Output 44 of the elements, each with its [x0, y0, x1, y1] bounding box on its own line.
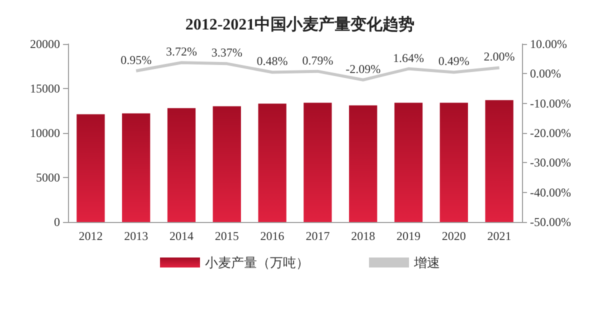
x-tick-label: 2021: [487, 229, 512, 243]
data-label: -2.09%: [346, 62, 381, 76]
data-label: 3.72%: [166, 44, 197, 59]
x-tick-label: 2013: [124, 229, 148, 243]
y2-tick-label: -40.00%: [530, 185, 571, 200]
data-label: 0.95%: [120, 52, 152, 67]
y2-tick-label: -20.00%: [530, 126, 571, 140]
bar: [394, 102, 423, 222]
legend-label: 增速: [413, 255, 440, 270]
y-tick-label: 15000: [30, 82, 60, 96]
x-tick-label: 2017: [306, 229, 330, 243]
x-tick-label: 2020: [442, 229, 466, 243]
legend-label: 小麦产量（万吨）: [205, 255, 309, 270]
bar: [349, 105, 378, 222]
bar: [76, 114, 105, 222]
y2-tick-label: -10.00%: [530, 96, 571, 110]
y2-tick-label: 0.00%: [530, 66, 561, 81]
y2-tick-label: -50.00%: [530, 215, 571, 229]
bar: [122, 113, 150, 222]
x-tick-label: 2012: [78, 229, 103, 243]
y2-tick-label: -30.00%: [530, 156, 571, 170]
data-label: 2.00%: [484, 50, 515, 64]
x-tick-label: 2016: [260, 229, 284, 243]
bar: [212, 106, 241, 222]
x-tick-label: 2014: [170, 229, 194, 243]
bar: [485, 100, 514, 222]
y-tick-label: 5000: [36, 170, 60, 184]
bar: [258, 104, 286, 222]
data-label: 0.79%: [302, 53, 334, 68]
data-label: 0.49%: [438, 54, 470, 68]
x-tick-label: 2019: [396, 229, 420, 243]
y-tick-label: 10000: [30, 126, 60, 140]
chart-title: 2012-2021中国小麦产量变化趋势: [185, 16, 415, 34]
x-tick-label: 2018: [351, 229, 376, 243]
data-label: 1.64%: [393, 50, 424, 65]
y2-tick-label: 10.00%: [530, 37, 567, 51]
data-label: 0.48%: [256, 54, 288, 68]
y-tick-label: 0: [54, 215, 60, 229]
bar: [304, 102, 332, 222]
bar: [440, 102, 468, 222]
y-tick-label: 20000: [30, 37, 60, 51]
bar: [167, 108, 196, 222]
data-label: 3.37%: [211, 46, 242, 60]
x-tick-label: 2015: [214, 229, 239, 243]
